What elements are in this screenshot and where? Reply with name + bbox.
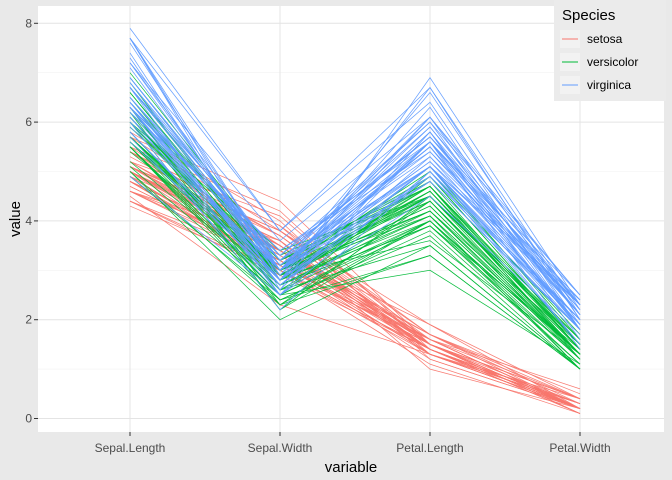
y-tick-label: 6	[25, 115, 32, 129]
series-line-virginica	[129, 102, 581, 311]
legend: Species setosa versicolor virginica	[554, 0, 666, 101]
series-line-versicolor	[129, 146, 581, 355]
y-axis-title: value	[7, 201, 24, 237]
legend-title: Species	[562, 7, 615, 24]
y-tick-label: 0	[25, 412, 32, 426]
series-line-virginica	[129, 37, 581, 311]
legend-label: versicolor	[587, 55, 638, 69]
series-line-virginica	[129, 121, 581, 345]
y-axis: 0 2 4 6 8	[25, 16, 38, 426]
legend-item-setosa: setosa	[560, 30, 623, 48]
series-line-virginica	[129, 126, 581, 330]
series-line-virginica	[129, 97, 581, 320]
series-line-virginica	[129, 37, 581, 320]
y-tick-label: 2	[25, 313, 32, 327]
x-axis-title: variable	[325, 459, 378, 476]
series-lines	[129, 28, 581, 414]
x-tick-label: Sepal.Length	[95, 441, 166, 455]
series-line-virginica	[129, 111, 581, 306]
legend-item-versicolor: versicolor	[560, 53, 638, 71]
x-tick-label: Petal.Length	[396, 441, 463, 455]
x-tick-label: Petal.Width	[549, 441, 610, 455]
series-line-virginica	[129, 87, 581, 296]
series-line-versicolor	[129, 171, 581, 370]
y-tick-label: 4	[25, 214, 32, 228]
x-tick-label: Sepal.Width	[248, 441, 313, 455]
legend-label: setosa	[587, 32, 623, 46]
series-line-virginica	[129, 87, 581, 301]
legend-item-virginica: virginica	[560, 76, 631, 94]
legend-label: virginica	[587, 78, 631, 92]
series-line-versicolor	[129, 146, 581, 370]
y-tick-label: 8	[25, 16, 32, 30]
x-axis: Sepal.Length Sepal.Width Petal.Length Petal…	[95, 432, 611, 455]
series-line-versicolor	[129, 166, 581, 365]
series-line-virginica	[129, 131, 581, 325]
series-line-virginica	[129, 176, 581, 335]
series-virginica	[129, 28, 581, 350]
series-line-virginica	[129, 62, 581, 296]
